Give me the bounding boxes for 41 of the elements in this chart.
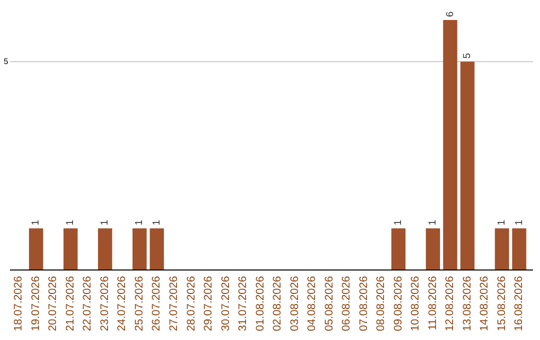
data-label: 6 [444, 11, 456, 17]
data-label: 1 [30, 219, 42, 226]
data-label: 1 [100, 219, 111, 226]
x-tick-label: 14.08.2026 [478, 276, 491, 332]
x-tick-label: 19.07.2026 [30, 276, 42, 332]
x-tick-label: 27.07.2026 [168, 276, 180, 332]
x-tick-label: 28.07.2026 [185, 276, 198, 332]
x-tick-label: 01.08.2026 [254, 276, 266, 332]
data-label: 1 [393, 219, 404, 226]
x-tick-label: 21.07.2026 [64, 276, 76, 332]
x-tick-label: 12.08.2026 [444, 276, 456, 332]
x-tick-label: 07.08.2026 [358, 276, 370, 332]
x-tick-label: 18.07.2026 [12, 276, 25, 332]
data-label: 5 [462, 52, 474, 59]
data-label: 1 [65, 219, 76, 226]
x-tick-label: 20.07.2026 [47, 276, 60, 332]
x-tick-label: 05.08.2026 [323, 276, 336, 332]
data-label: 1 [514, 219, 525, 226]
data-label: 1 [151, 219, 162, 226]
x-tick-label: 13.08.2026 [461, 276, 474, 332]
data-label: 1 [134, 219, 146, 226]
x-tick-label: 15.08.2026 [496, 276, 508, 332]
x-tick-label: 06.08.2026 [340, 276, 353, 332]
x-tick-label: 16.08.2026 [513, 276, 526, 332]
x-tick-label: 04.08.2026 [306, 276, 318, 332]
x-tick-label: 23.07.2026 [98, 276, 111, 332]
x-tick-label: 25.07.2026 [133, 276, 146, 332]
x-tick-label: 29.07.2026 [202, 276, 215, 332]
x-tick-label: 09.08.2026 [392, 276, 404, 332]
x-tick-label: 22.07.2026 [82, 276, 94, 332]
x-tick-label: 11.08.2026 [426, 276, 439, 330]
x-tick-label: 26.07.2026 [150, 276, 163, 332]
x-tick-label: 24.07.2026 [116, 276, 128, 332]
data-label: 1 [428, 219, 439, 226]
x-tick-label: 03.08.2026 [288, 276, 301, 332]
x-tick-label: 10.08.2026 [410, 276, 422, 332]
data-label: 1 [496, 219, 508, 226]
x-tick-label: 02.08.2026 [272, 276, 284, 332]
x-tick-label: 30.07.2026 [220, 276, 232, 332]
x-tick-label: 31.07.2026 [237, 276, 250, 332]
x-tick-label: 08.08.2026 [375, 276, 388, 332]
